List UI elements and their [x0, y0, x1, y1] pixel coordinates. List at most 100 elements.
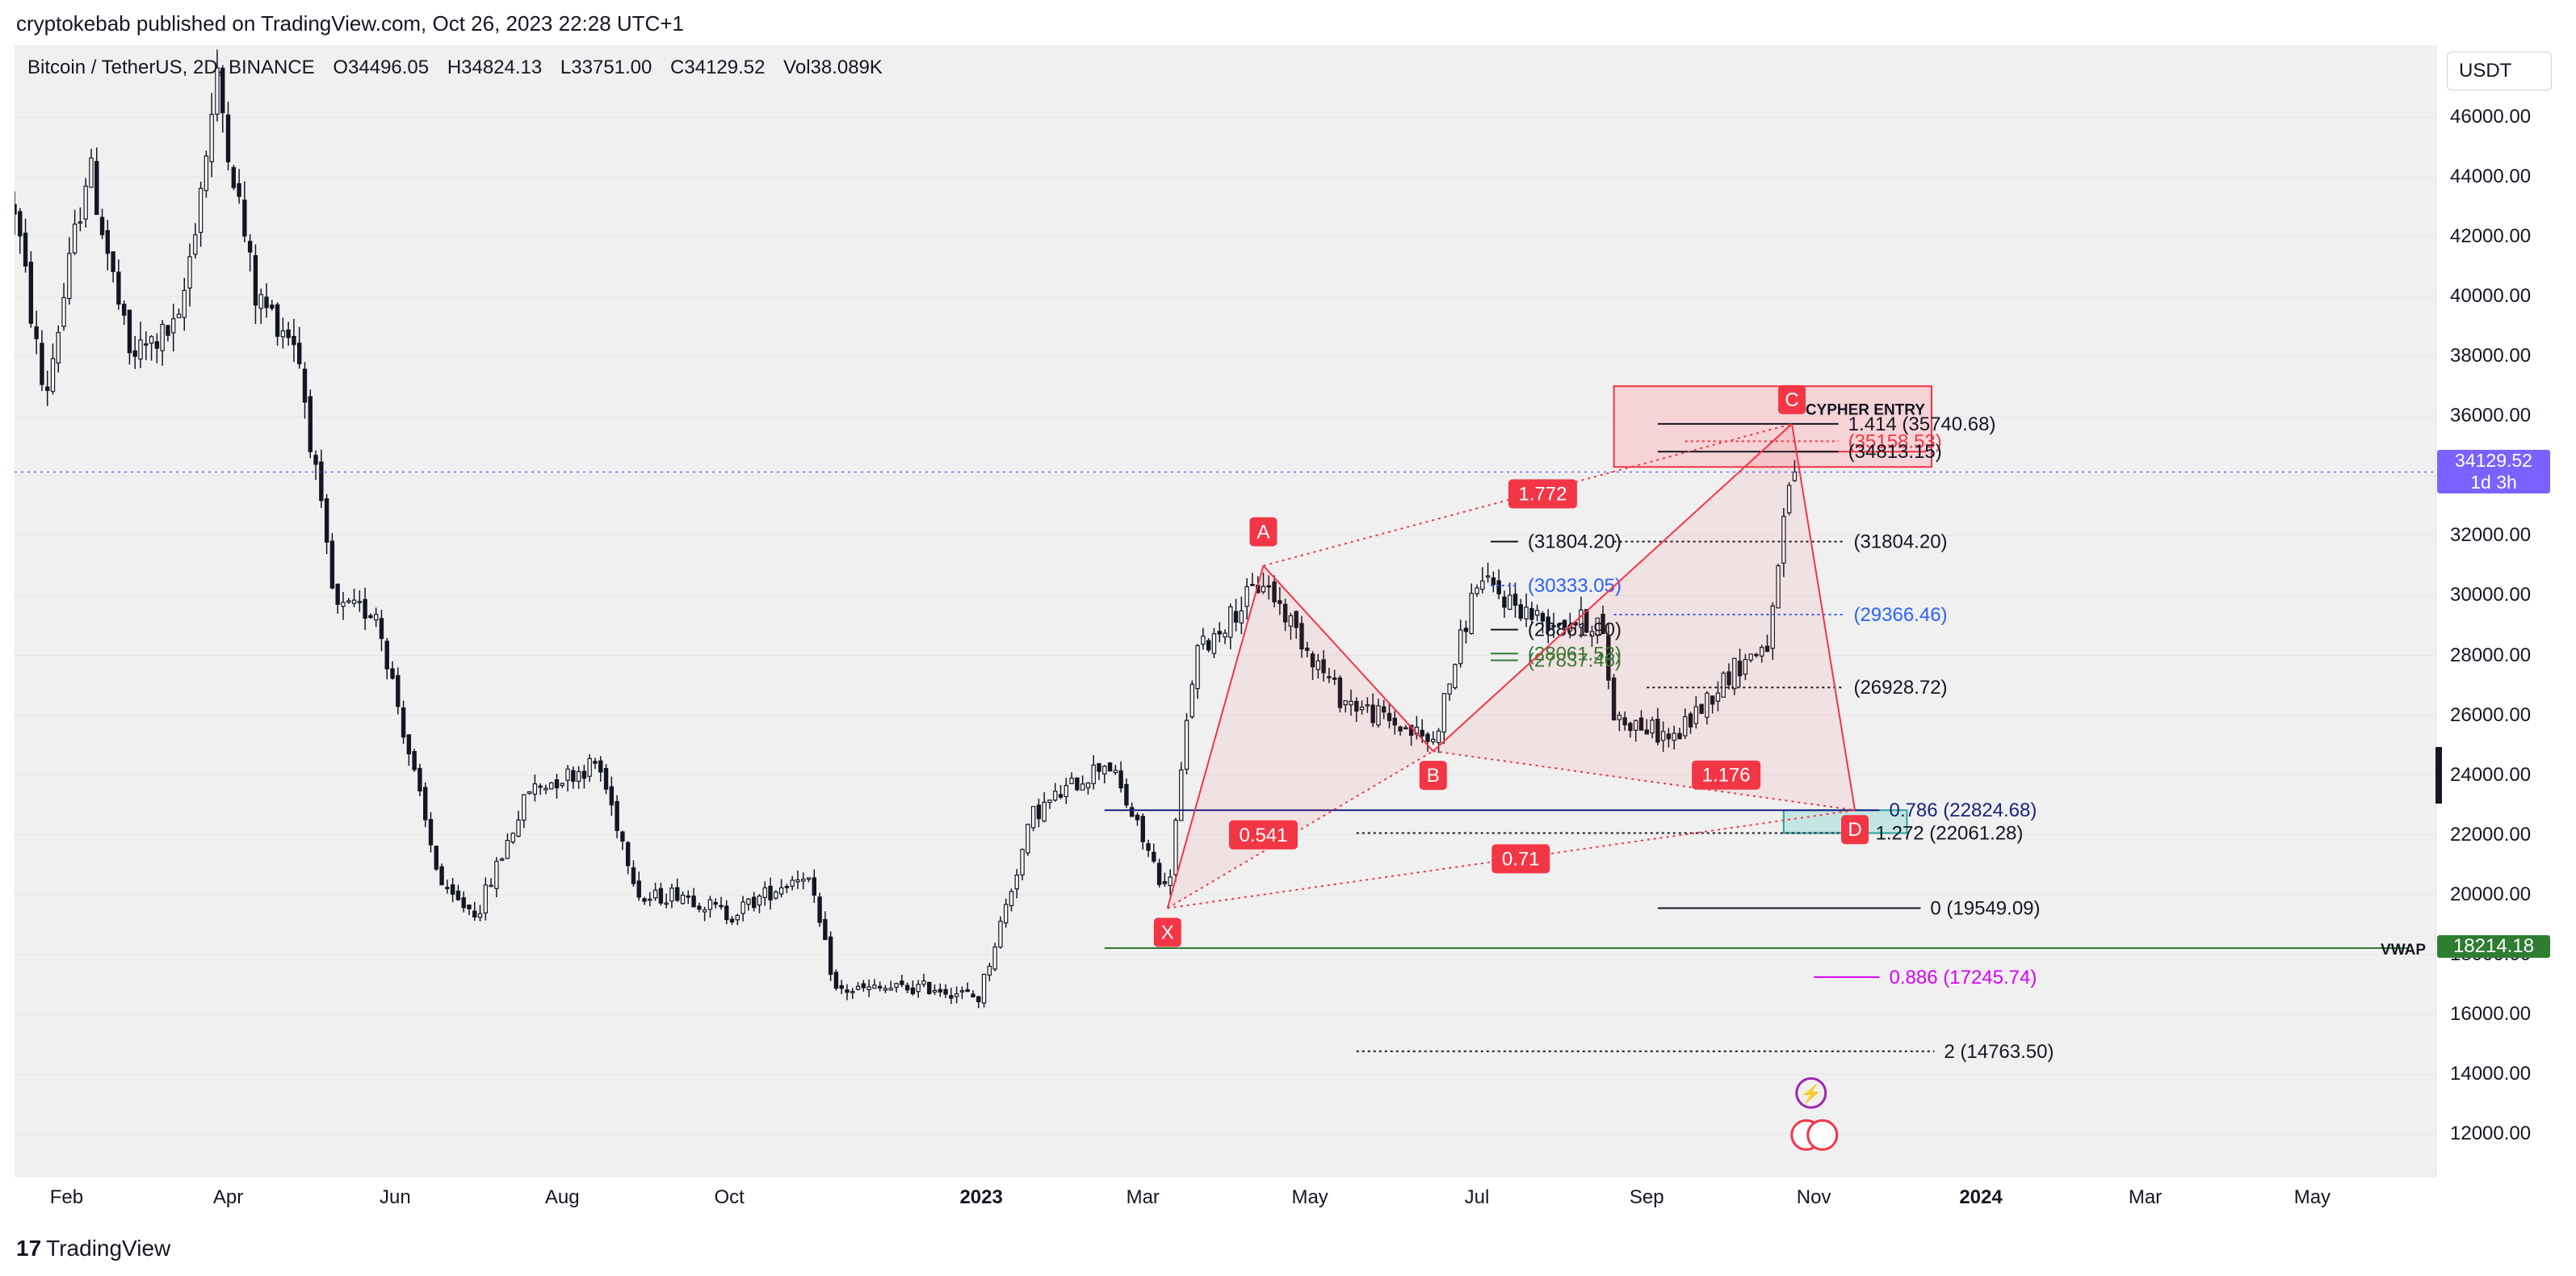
candle-up [1436, 730, 1441, 744]
candle-down [116, 271, 121, 305]
publisher-bar: cryptokebab published on TradingView.com… [0, 0, 2576, 45]
candle-down [396, 674, 401, 707]
candle-down [877, 985, 883, 988]
candle-up [516, 819, 521, 837]
candle-down [1129, 807, 1135, 817]
tradingview-logo-icon: 17 [16, 1236, 42, 1261]
symbol-name[interactable]: Bitcoin / TetherUS, 2D, BINANCE [27, 57, 315, 78]
candle-up [1064, 785, 1069, 798]
candle-down [603, 767, 609, 790]
candle-down [1332, 677, 1337, 680]
chart-pane[interactable]: CYPHER ENTRY 1.414 (35740.68) (35158.53) (3… [15, 45, 2435, 1176]
candle-down [264, 296, 269, 309]
candle-down [1606, 635, 1611, 681]
candle-up [1042, 801, 1047, 822]
candle-up [258, 294, 263, 309]
candle-up [198, 187, 203, 233]
candle-up [341, 602, 346, 607]
candle-up [193, 234, 198, 255]
candle-up [664, 902, 669, 905]
candle-up [669, 888, 674, 902]
time-tick-label: Jul [1464, 1186, 1490, 1208]
candle-down [1075, 777, 1080, 791]
candle-down [1655, 719, 1660, 743]
candle-up [477, 913, 483, 918]
candle-down [144, 343, 149, 346]
time-tick-label: May [1291, 1186, 1328, 1208]
candle-up [1589, 631, 1595, 637]
candle-up [801, 879, 806, 882]
symbol-legend: Bitcoin / TetherUS, 2D, BINANCE O34496.0… [27, 57, 896, 79]
candle-down [292, 335, 296, 346]
ratio-label [1228, 820, 1298, 850]
candle-up [652, 889, 658, 899]
pattern-triangle [1167, 565, 1433, 909]
candle-up [1792, 471, 1798, 481]
candle-up [149, 336, 154, 344]
candle-up [1189, 683, 1195, 718]
vwap-label: VWAP [2381, 942, 2426, 959]
candle-down [675, 887, 680, 901]
candle-up [1453, 664, 1458, 689]
candle-down [313, 455, 318, 465]
candle-down [1387, 712, 1392, 721]
candle-down [319, 461, 324, 502]
ratio-label-text: 1.772 [1518, 484, 1567, 506]
candle-down [1737, 661, 1743, 677]
pattern-point-x-text: X [1161, 922, 1174, 944]
candle-up [1343, 699, 1348, 706]
axis-scroll-handle[interactable] [2435, 746, 2442, 804]
level-label: 1.272 (22061.28) [1876, 823, 2024, 845]
price-tick-label: 44000.00 [2450, 165, 2532, 187]
candle-up [866, 986, 871, 990]
candle-up [894, 983, 899, 988]
candle-down [609, 786, 615, 806]
candle-down [636, 880, 641, 898]
candle-down [335, 583, 340, 605]
candle-up [1053, 791, 1058, 801]
candle-up [72, 223, 78, 254]
candle-up [494, 860, 499, 889]
candle-down [1118, 770, 1123, 789]
candle-down [812, 877, 816, 896]
candle-up [1469, 593, 1474, 635]
candle-up [850, 991, 855, 993]
candle-up [1524, 607, 1529, 619]
price-axis[interactable] [2435, 45, 2576, 1176]
candle-down [965, 988, 970, 993]
candle-down [1278, 600, 1282, 604]
candle-down [302, 368, 308, 403]
candle-down [1408, 724, 1414, 737]
pattern-point-a [1249, 517, 1278, 547]
candle-up [1705, 692, 1710, 718]
ratio-label-text: 1.176 [1702, 765, 1751, 787]
candle-up [1113, 770, 1118, 774]
time-axis[interactable]: Feb Apr Jun Aug Oct 2023 Mar May Jul Sep Nov 2024 Ma… [15, 1176, 2435, 1219]
candle-up [1085, 783, 1091, 789]
time-tick-label: May [2293, 1186, 2331, 1208]
candle-down [1337, 677, 1343, 708]
candle-up [209, 114, 214, 162]
candle-up [373, 614, 379, 621]
high-value: H34824.13 [447, 57, 543, 78]
candle-down [686, 895, 690, 898]
candle-down [900, 980, 904, 985]
candle-down [1601, 613, 1605, 635]
candle-up [1195, 644, 1200, 690]
candle-up [702, 909, 707, 913]
candle-up [67, 253, 72, 300]
ratio-label [1491, 844, 1550, 874]
candle-up [1760, 647, 1764, 657]
candle-down [105, 229, 111, 254]
tradingview-logo[interactable]: 17 TradingView [16, 1236, 170, 1261]
candle-up [954, 993, 959, 997]
candle-up [740, 901, 745, 914]
candle-up [1770, 605, 1775, 649]
candle-down [324, 498, 329, 543]
candle-up [1660, 731, 1666, 741]
lightning-event-icon [1795, 1077, 1827, 1109]
candle-down [571, 770, 576, 782]
candle-down [127, 309, 132, 354]
currency-button[interactable]: USDT [2447, 52, 2552, 90]
